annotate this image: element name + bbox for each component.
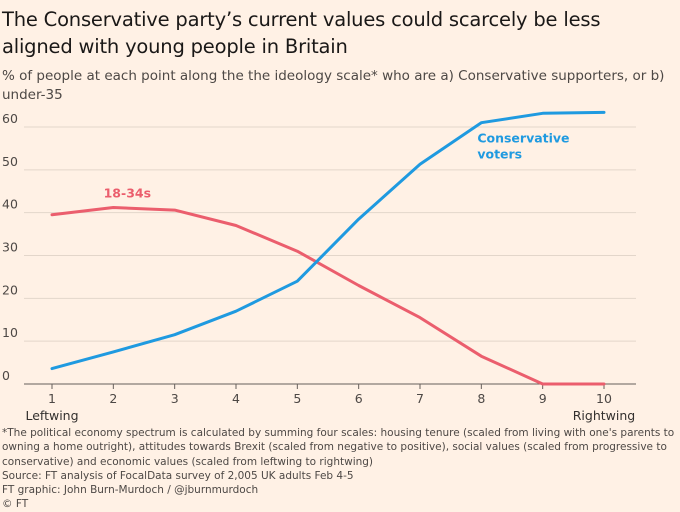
series-label-conservative: Conservative voters <box>477 131 569 162</box>
x-tick-label: 8 <box>477 391 485 406</box>
y-tick-label: 0 <box>2 368 10 383</box>
x-tick-label: 10 <box>596 391 612 406</box>
series-line-1 <box>50 110 606 371</box>
y-tick-label: 20 <box>2 282 18 297</box>
x-tick-label: 1 <box>48 391 56 406</box>
chart-subtitle: % of people at each point along the the … <box>2 68 665 103</box>
x-tick-label: 9 <box>539 391 547 406</box>
x-end-label-left: Leftwing <box>25 408 78 423</box>
y-tick-label: 60 <box>2 111 18 126</box>
y-tick-label: 50 <box>2 154 18 169</box>
credit-note: FT graphic: John Burn-Murdoch / @jburnmu… <box>2 484 259 497</box>
x-tick-label: 4 <box>232 391 240 406</box>
y-tick-label: 30 <box>2 240 18 255</box>
chart-title: The Conservative party’s current values … <box>2 8 601 58</box>
footnote: *The political economy spectrum is calcu… <box>2 427 675 468</box>
x-tick-label: 2 <box>109 391 117 406</box>
x-tick-label: 3 <box>171 391 179 406</box>
line-chart: 0 10 20 30 40 50 60 1 2 3 4 5 6 7 8 9 10 Leftwing Rightwin… <box>2 110 636 423</box>
y-tick-label: 40 <box>2 197 18 212</box>
y-tick-label: 10 <box>2 325 18 340</box>
series-line-0 <box>50 206 606 386</box>
source-note: Source: FT analysis of FocalData survey … <box>2 469 354 482</box>
series-label-18-34s: 18-34s <box>104 186 151 201</box>
x-end-label-right: Rightwing <box>573 408 635 423</box>
x-tick-label: 5 <box>293 391 301 406</box>
chart-notes: *The political economy spectrum is calcu… <box>2 426 678 512</box>
copyright-note: © FT <box>2 498 29 511</box>
x-tick-label: 7 <box>416 391 424 406</box>
x-tick-label: 6 <box>355 391 363 406</box>
